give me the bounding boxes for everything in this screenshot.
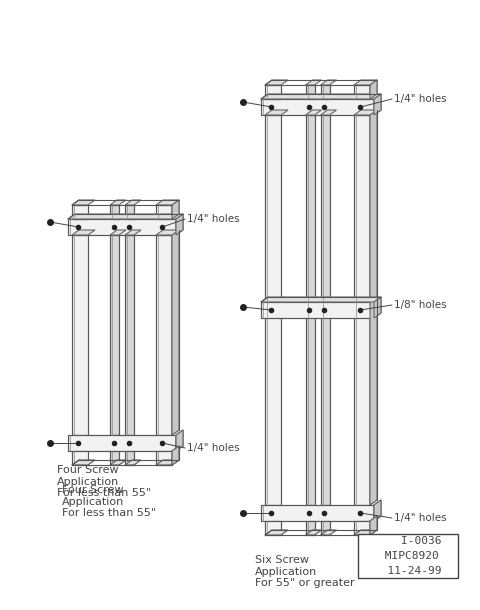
Polygon shape [125,451,134,465]
Polygon shape [72,200,95,205]
Polygon shape [261,99,374,115]
Bar [358,534,458,578]
Polygon shape [156,230,179,235]
Polygon shape [305,521,314,535]
Polygon shape [72,235,88,435]
Polygon shape [125,205,134,219]
Polygon shape [374,297,381,318]
Polygon shape [125,200,141,205]
Polygon shape [110,235,119,435]
Text: 1/4" holes: 1/4" holes [187,443,240,453]
Polygon shape [354,85,370,99]
Text: Four Screw
Application
For less than 55": Four Screw Application For less than 55" [57,465,151,498]
Polygon shape [321,110,336,115]
Polygon shape [354,530,377,535]
Polygon shape [265,530,288,535]
Polygon shape [72,451,88,465]
Polygon shape [156,200,179,205]
Polygon shape [321,80,336,85]
Polygon shape [370,110,377,505]
Polygon shape [172,200,179,219]
Polygon shape [265,521,281,535]
Polygon shape [305,115,314,505]
Polygon shape [374,94,381,115]
Polygon shape [72,230,95,235]
Polygon shape [156,205,172,219]
Polygon shape [370,516,377,535]
Polygon shape [321,521,329,535]
Polygon shape [354,80,377,85]
Polygon shape [68,435,176,451]
Polygon shape [265,115,281,505]
Polygon shape [261,302,374,318]
Text: Four Screw
Application
For less than 55": Four Screw Application For less than 55" [62,485,156,518]
Polygon shape [125,235,134,435]
Polygon shape [374,500,381,521]
Polygon shape [261,297,381,302]
Polygon shape [125,460,141,465]
Polygon shape [265,85,281,99]
Polygon shape [305,80,322,85]
Polygon shape [110,200,126,205]
Polygon shape [176,430,183,451]
Polygon shape [72,205,88,219]
Polygon shape [110,451,119,465]
Polygon shape [261,94,381,99]
Polygon shape [354,110,377,115]
Polygon shape [265,110,288,115]
Polygon shape [156,451,172,465]
Polygon shape [68,214,183,219]
Polygon shape [321,115,329,505]
Polygon shape [156,235,172,435]
Text: Six Screw
Application
For 55" or greater: Six Screw Application For 55" or greater [255,555,355,588]
Polygon shape [72,460,95,465]
Polygon shape [172,446,179,465]
Text: 1/4" holes: 1/4" holes [187,214,240,224]
Polygon shape [265,80,288,85]
Text: 1/4" holes: 1/4" holes [394,94,446,104]
Polygon shape [156,460,179,465]
Polygon shape [305,85,314,99]
Polygon shape [68,219,176,235]
Polygon shape [305,530,322,535]
Text: 1/4" holes: 1/4" holes [394,513,446,523]
Polygon shape [125,230,141,235]
Polygon shape [176,214,183,235]
Polygon shape [110,230,126,235]
Polygon shape [370,80,377,99]
Polygon shape [261,505,374,521]
Polygon shape [354,115,370,505]
Polygon shape [305,110,322,115]
Polygon shape [110,460,126,465]
Polygon shape [110,205,119,219]
Text: 1/8" holes: 1/8" holes [394,300,446,310]
Polygon shape [321,85,329,99]
Polygon shape [321,530,336,535]
Polygon shape [172,230,179,435]
Polygon shape [354,521,370,535]
Text: I-0036
 MIPC8920
  11-24-99: I-0036 MIPC8920 11-24-99 [374,536,442,576]
